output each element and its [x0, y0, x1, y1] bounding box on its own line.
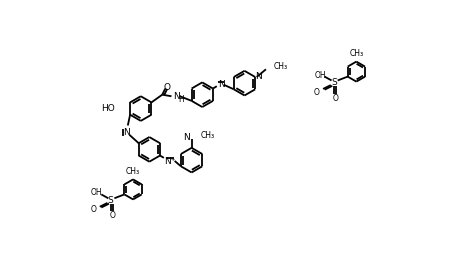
Text: N: N [218, 80, 225, 89]
Text: S: S [331, 78, 337, 87]
Text: CH₃: CH₃ [349, 49, 363, 58]
Text: O: O [91, 205, 96, 214]
Text: N: N [255, 72, 262, 81]
Text: O: O [164, 83, 170, 92]
Text: CH₃: CH₃ [126, 167, 140, 176]
Text: OH: OH [91, 188, 102, 197]
Text: OH: OH [314, 70, 326, 80]
Text: CH₃: CH₃ [274, 62, 288, 71]
Text: H: H [178, 95, 184, 104]
Text: CH₃: CH₃ [201, 131, 215, 140]
Text: S: S [108, 196, 113, 205]
Text: N: N [172, 92, 180, 101]
Text: N: N [183, 133, 190, 141]
Text: O: O [109, 211, 115, 220]
Text: N⁺: N⁺ [164, 157, 176, 166]
Text: O: O [314, 88, 320, 97]
Text: O: O [332, 94, 338, 103]
Text: N: N [123, 128, 130, 137]
Text: HO: HO [101, 104, 115, 113]
